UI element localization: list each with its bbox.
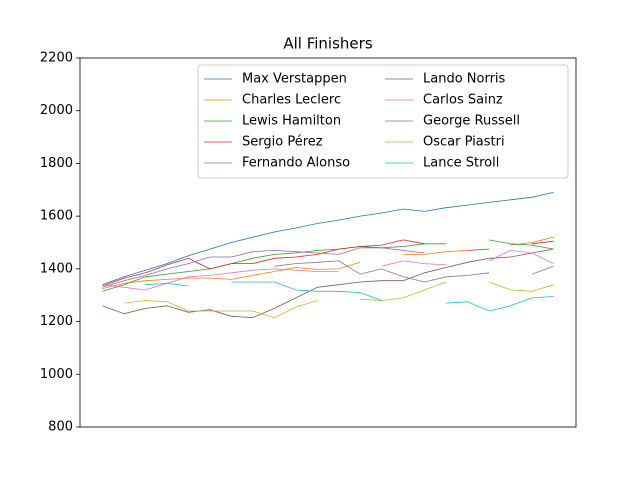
y-tick-label: 1600 <box>40 209 73 224</box>
plot-frame <box>79 57 577 428</box>
legend-label: George Russell <box>423 114 520 129</box>
y-tick-label: 1000 <box>40 367 73 382</box>
y-tick-label: 800 <box>48 420 73 435</box>
y-tick-label: 1400 <box>40 261 73 276</box>
legend-label: Sergio Pérez <box>242 135 323 150</box>
legend-label: Charles Leclerc <box>242 93 341 108</box>
legend-label: Max Verstappen <box>242 72 347 87</box>
series-line <box>123 281 554 319</box>
series-line <box>102 239 554 292</box>
series-line <box>102 249 554 291</box>
series-line <box>102 192 554 286</box>
series-line <box>274 260 554 283</box>
y-tick-label: 1200 <box>40 314 73 329</box>
legend-label: Lance Stroll <box>423 156 499 171</box>
y-tick-label: 2200 <box>40 51 73 66</box>
legend-label: Lewis Hamilton <box>242 114 341 129</box>
series-line <box>102 247 425 288</box>
y-tick-label: 2000 <box>40 103 73 118</box>
series-line <box>102 248 554 319</box>
series-line <box>145 281 554 312</box>
y-tick-label: 1800 <box>40 156 73 171</box>
legend-label: Oscar Piastri <box>423 135 505 150</box>
legend-label: Lando Norris <box>423 72 506 87</box>
legend-box <box>197 64 569 179</box>
legend-label: Carlos Sainz <box>423 93 503 108</box>
series-line <box>102 239 554 287</box>
chart-title: All Finishers <box>283 35 372 53</box>
legend: Max Verstappen Charles Leclerc Lewis Hamil… <box>197 64 569 179</box>
legend-label: Fernando Alonso <box>242 156 350 171</box>
